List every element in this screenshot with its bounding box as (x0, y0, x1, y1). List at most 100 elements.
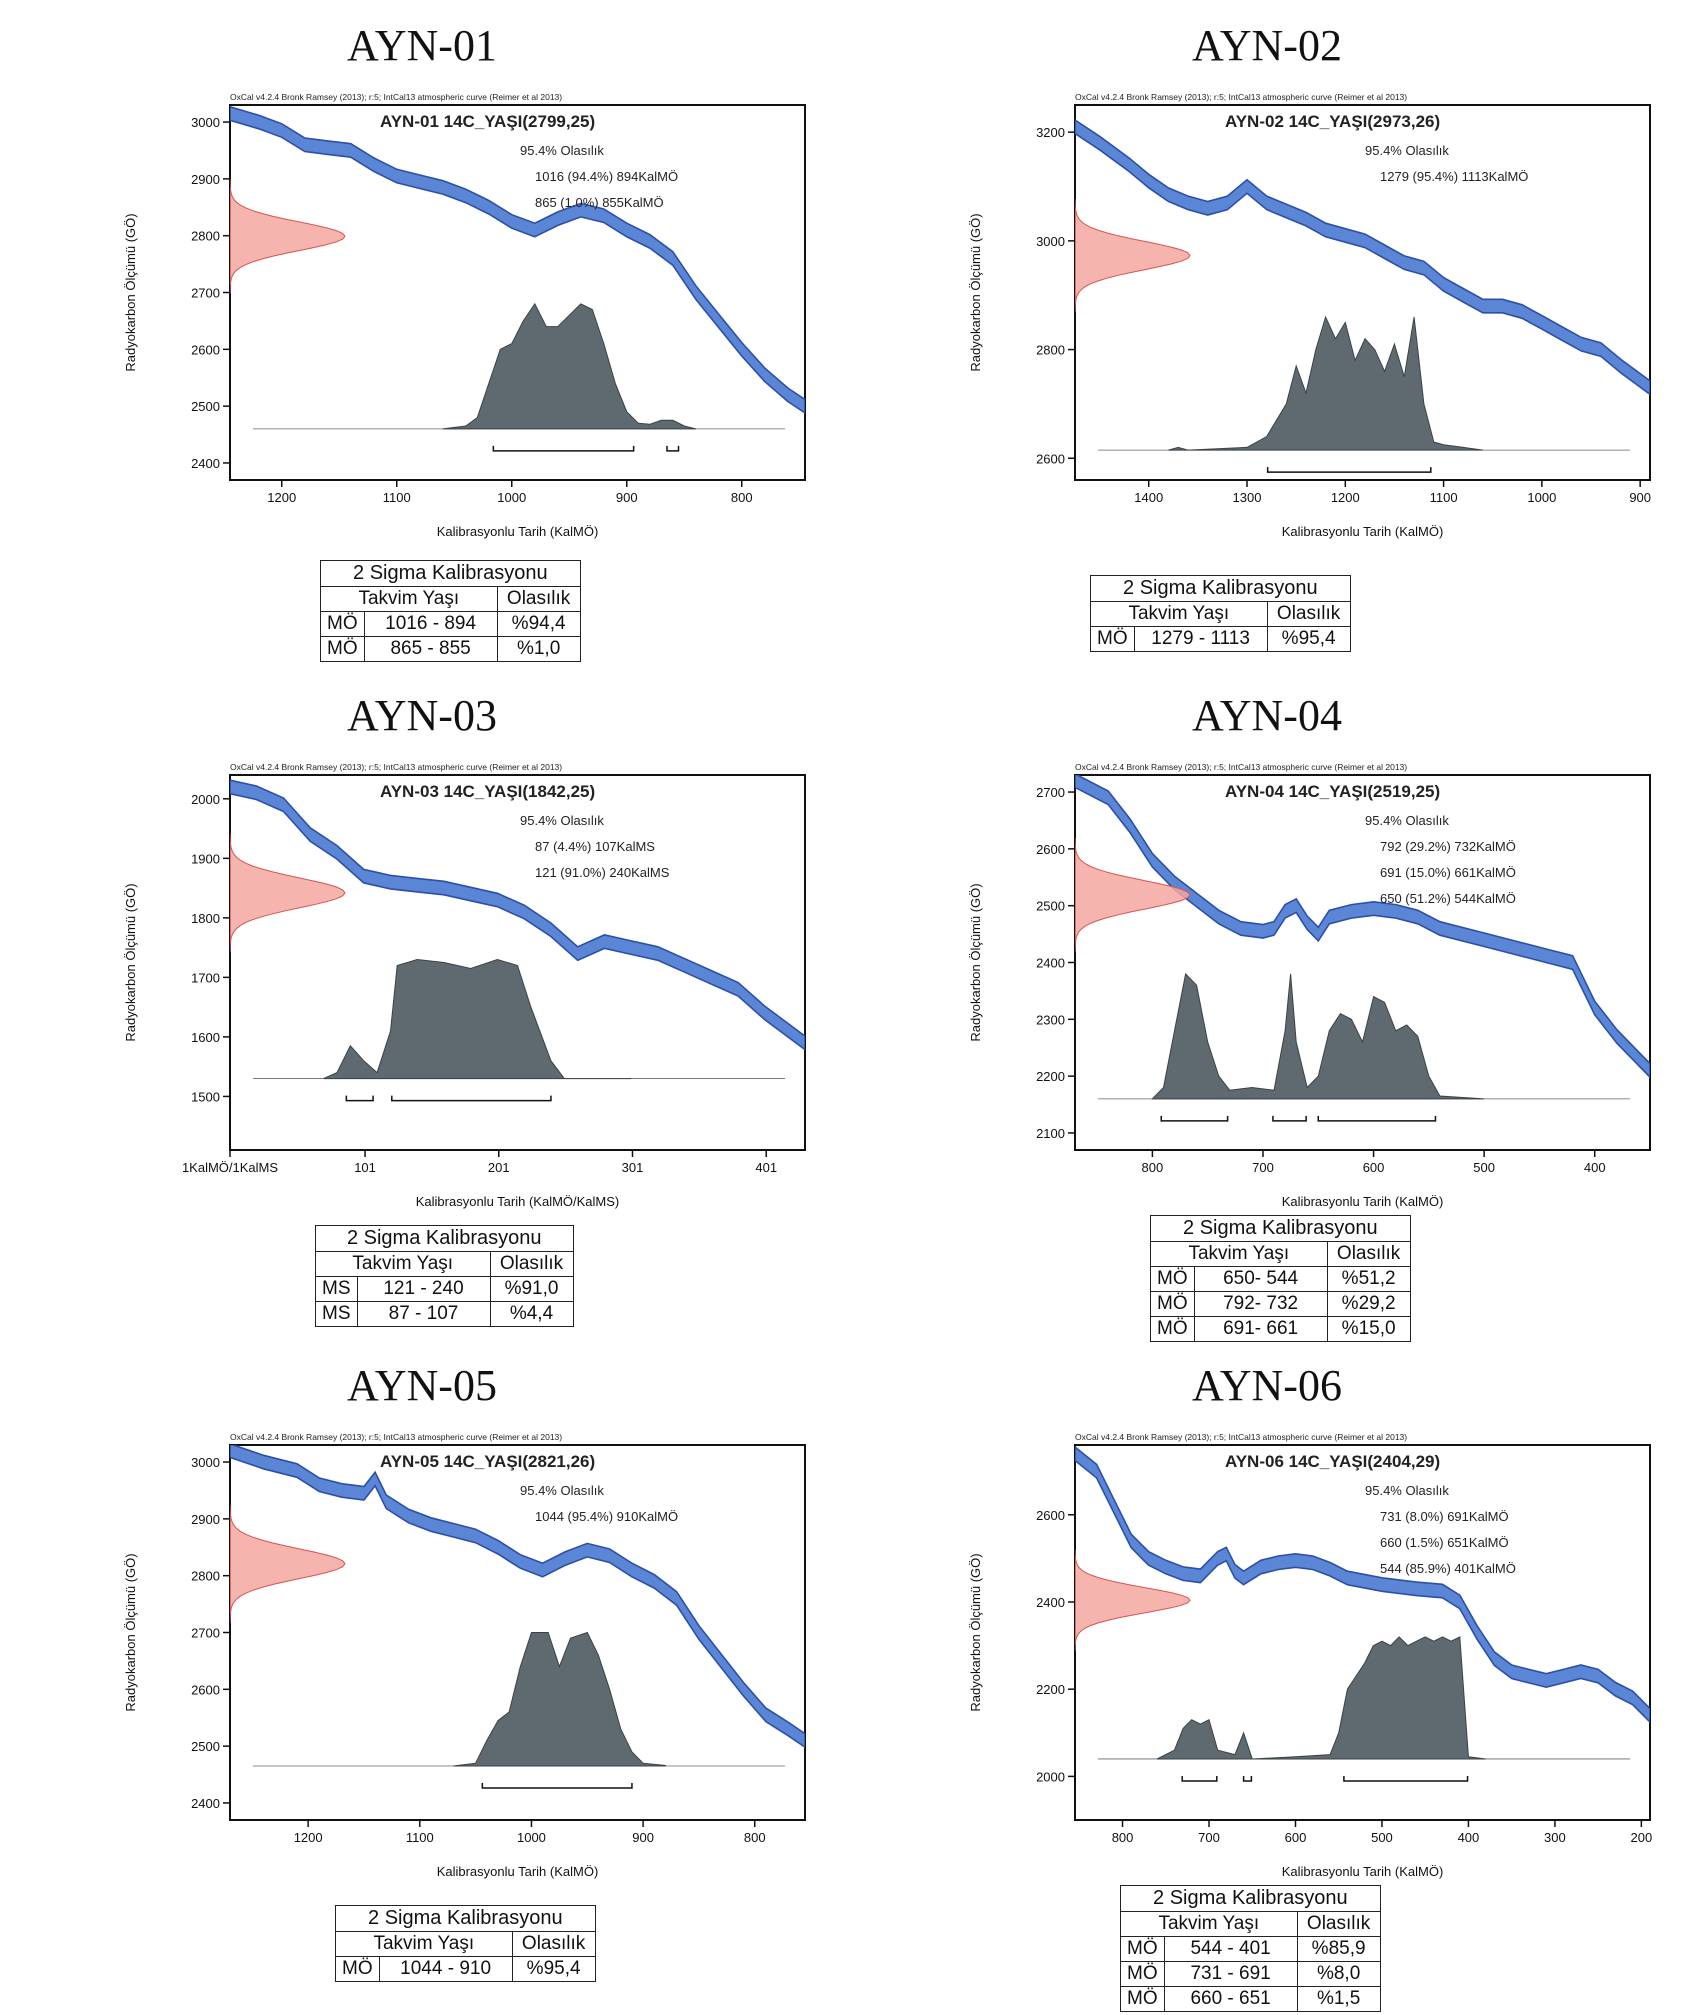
y-tick-label: 2200 (1036, 1069, 1065, 1084)
x-axis-label: Kalibrasyonlu Tarih (KalMÖ) (437, 524, 599, 539)
table-cell: MÖ (1120, 1936, 1165, 1962)
chart-title: AYN-02 14C_YAŞI(2973,26) (1225, 112, 1440, 131)
y-tick-label: 2500 (1036, 899, 1065, 914)
probability-line: 792 (29.2%) 732KalMÖ (1380, 839, 1516, 854)
table-cell: MÖ (320, 611, 365, 637)
table-header: Olasılık (511, 1931, 596, 1957)
x-tick-label: 1400 (1134, 490, 1163, 505)
range-bracket (1160, 1115, 1229, 1122)
range-bracket (1343, 1775, 1469, 1782)
y-tick-label: 1800 (191, 911, 220, 926)
probability-line: 650 (51.2%) 544KalMÖ (1380, 891, 1516, 906)
calibration-curve-band (1075, 119, 1650, 396)
table-header: Olasılık (1266, 601, 1351, 627)
x-tick-label: 401 (755, 1160, 777, 1175)
x-axis-label: Kalibrasyonlu Tarih (KalMÖ) (1282, 1864, 1444, 1879)
x-tick-label: 1200 (1331, 490, 1360, 505)
x-tick-label: 500 (1473, 1160, 1495, 1175)
table-cell: %51,2 (1326, 1266, 1411, 1292)
probability-line: 1044 (95.4%) 910KalMÖ (535, 1509, 678, 1524)
calibration-panel: AYN-05 OxCal v4.2.4 Bronk Ramsey (2013); … (0, 1340, 844, 2010)
y-tick-label: 1900 (191, 851, 220, 866)
sample-heading: AYN-01 (347, 21, 497, 70)
table-cell: 1279 - 1113 (1133, 626, 1268, 652)
y-tick-label: 2200 (1036, 1682, 1065, 1697)
table-cell: 691- 661 (1193, 1316, 1328, 1342)
sample-heading: AYN-03 (347, 691, 497, 740)
table-header: Takvim Yaşı (1150, 1241, 1328, 1267)
table-cell: %95,4 (1266, 626, 1351, 652)
table-header: Olasılık (489, 1251, 574, 1277)
calibration-chart: OxCal v4.2.4 Bronk Ramsey (2013); r:5; I… (885, 75, 1665, 555)
table-cell: 544 - 401 (1163, 1936, 1298, 1962)
table-header: Takvim Yaşı (335, 1931, 513, 1957)
x-tick-label: 800 (1142, 1160, 1164, 1175)
plot-area (230, 779, 805, 1102)
probability-line: 1279 (95.4%) 1113KalMÖ (1380, 169, 1528, 184)
table-cell: MÖ (320, 636, 365, 662)
plot-area (1075, 1445, 1650, 1782)
calibration-table: 2 Sigma Kalibrasyonu Takvim Yaşı Olasılık M… (1090, 575, 1351, 652)
y-tick-label: 2500 (191, 399, 220, 414)
calibration-table: 2 Sigma Kalibrasyonu Takvim Yaşı Olasılık M… (1120, 1885, 1381, 2012)
software-note: OxCal v4.2.4 Bronk Ramsey (2013); r:5; I… (1075, 92, 1407, 102)
x-tick-label: 1200 (294, 1830, 323, 1845)
y-tick-label: 2000 (1036, 1769, 1065, 1784)
x-tick-label: 500 (1371, 1830, 1393, 1845)
plot-area (230, 1445, 805, 1789)
table-title: 2 Sigma Kalibrasyonu (1150, 1215, 1411, 1242)
posterior-distribution (442, 302, 696, 430)
table-cell: MS (315, 1301, 358, 1327)
y-tick-label: 1500 (191, 1089, 220, 1104)
x-tick-label: 1000 (497, 490, 526, 505)
x-axis-label: Kalibrasyonlu Tarih (KalMÖ) (1282, 1194, 1444, 1209)
table-row: MÖ 865 - 855 %1,0 (320, 636, 581, 662)
table-header: Olasılık (1326, 1241, 1411, 1267)
table-title: 2 Sigma Kalibrasyonu (1120, 1885, 1381, 1912)
x-tick-label: 800 (744, 1830, 766, 1845)
table-header: Takvim Yaşı (315, 1251, 491, 1277)
probability-line: 121 (91.0%) 240KalMS (535, 865, 670, 880)
calibration-chart: OxCal v4.2.4 Bronk Ramsey (2013); r:5; I… (885, 745, 1665, 1225)
table-cell: MÖ (335, 1956, 380, 1982)
software-note: OxCal v4.2.4 Bronk Ramsey (2013); r:5; I… (1075, 1432, 1407, 1442)
chart-svg: OxCal v4.2.4 Bronk Ramsey (2013); r:5; I… (968, 1432, 1653, 1879)
calibration-table: 2 Sigma Kalibrasyonu Takvim Yaşı Olasılık M… (1150, 1215, 1411, 1342)
calibration-table: 2 Sigma Kalibrasyonu Takvim Yaşı Olasılık M… (335, 1905, 596, 1982)
table-row: MÖ 792- 732 %29,2 (1150, 1291, 1411, 1317)
table-cell: 660 - 651 (1163, 1986, 1298, 2012)
x-tick-label: 1000 (1527, 490, 1556, 505)
plot-area (1075, 775, 1650, 1122)
table-cell: 121 - 240 (356, 1276, 491, 1302)
chart-svg: OxCal v4.2.4 Bronk Ramsey (2013); r:5; I… (968, 762, 1651, 1209)
software-note: OxCal v4.2.4 Bronk Ramsey (2013); r:5; I… (230, 762, 562, 772)
y-tick-label: 2400 (191, 1796, 220, 1811)
table-row: MÖ 650- 544 %51,2 (1150, 1266, 1411, 1292)
y-tick-label: 3000 (191, 1455, 220, 1470)
y-tick-label: 2100 (1036, 1126, 1065, 1141)
table-cell: %95,4 (511, 1956, 596, 1982)
calibration-chart: OxCal v4.2.4 Bronk Ramsey (2013); r:5; I… (40, 75, 820, 555)
table-title: 2 Sigma Kalibrasyonu (1090, 575, 1351, 602)
table-cell: MÖ (1150, 1316, 1195, 1342)
table-row: MÖ 660 - 651 %1,5 (1120, 1986, 1381, 2012)
x-tick-label: 301 (622, 1160, 644, 1175)
table-cell: 1044 - 910 (378, 1956, 513, 1982)
calibration-table: 2 Sigma Kalibrasyonu Takvim Yaşı Olasılık M… (315, 1225, 574, 1327)
posterior-distribution (1151, 972, 1485, 1100)
calibration-panel: AYN-03 OxCal v4.2.4 Bronk Ramsey (2013); … (0, 670, 844, 1340)
y-tick-label: 2600 (1036, 1508, 1065, 1523)
table-row: MS 87 - 107 %4,4 (315, 1301, 574, 1327)
x-axis-label: Kalibrasyonlu Tarih (KalMÖ) (1282, 524, 1444, 539)
x-tick-label: 400 (1458, 1830, 1480, 1845)
chart-svg: OxCal v4.2.4 Bronk Ramsey (2013); r:5; I… (123, 1432, 806, 1879)
chart-svg: OxCal v4.2.4 Bronk Ramsey (2013); r:5; I… (123, 762, 806, 1209)
x-tick-label: 200 (1631, 1830, 1653, 1845)
range-bracket (345, 1095, 374, 1102)
table-header: Takvim Yaşı (1090, 601, 1268, 627)
x-tick-label: 900 (1629, 490, 1651, 505)
table-cell: %15,0 (1326, 1316, 1411, 1342)
y-tick-label: 2400 (191, 456, 220, 471)
table-cell: %1,5 (1296, 1986, 1381, 2012)
table-cell: MS (315, 1276, 358, 1302)
